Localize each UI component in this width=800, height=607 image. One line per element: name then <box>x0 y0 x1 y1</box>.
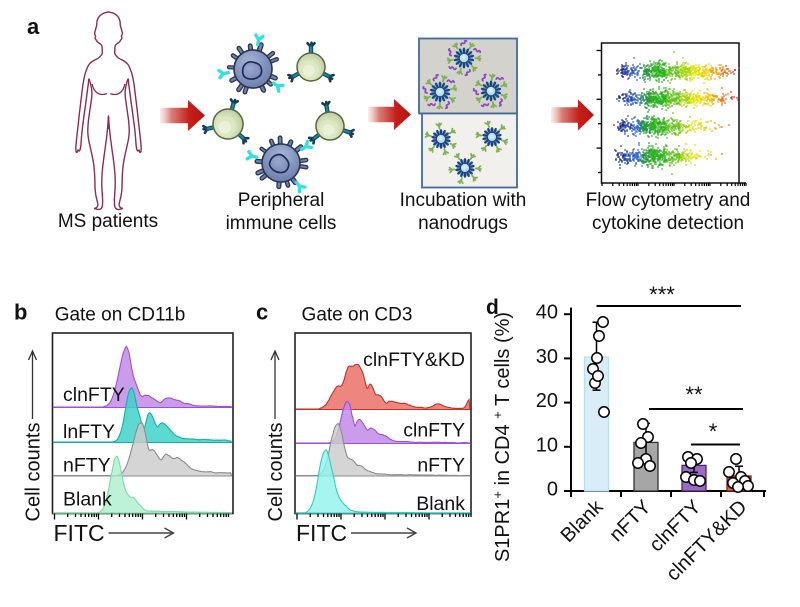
svg-text:clnFTY: clnFTY <box>63 384 125 406</box>
svg-text:nanodrugs: nanodrugs <box>418 213 508 234</box>
svg-text:a: a <box>27 14 40 39</box>
svg-text:Cell counts: Cell counts <box>265 423 287 522</box>
svg-text:FITC: FITC <box>296 520 347 546</box>
svg-text:Gate on CD11b: Gate on CD11b <box>55 305 186 326</box>
svg-text:c: c <box>256 300 268 325</box>
svg-text:nFTY: nFTY <box>417 455 465 477</box>
svg-text:immune cells: immune cells <box>226 213 337 234</box>
svg-text:Gate on CD3: Gate on CD3 <box>302 305 413 326</box>
svg-text:**: ** <box>685 382 703 407</box>
svg-text:clnFTY&KD: clnFTY&KD <box>363 349 465 371</box>
svg-text:d: d <box>486 296 499 319</box>
svg-text:Peripheral: Peripheral <box>238 190 325 211</box>
svg-text:20: 20 <box>536 390 558 412</box>
svg-text:30: 30 <box>536 346 558 368</box>
svg-text:Cell counts: Cell counts <box>23 423 45 522</box>
svg-text:FITC: FITC <box>54 520 105 546</box>
svg-text:clnFTY: clnFTY <box>403 420 465 442</box>
svg-text:Blank: Blank <box>557 495 609 547</box>
svg-text:40: 40 <box>536 302 558 324</box>
svg-text:Blank: Blank <box>416 493 465 515</box>
svg-text:b: b <box>14 300 27 325</box>
svg-text:MS patients: MS patients <box>58 211 158 232</box>
svg-text:Incubation with: Incubation with <box>400 190 527 211</box>
svg-text:0: 0 <box>547 479 558 501</box>
svg-text:nFTY: nFTY <box>63 455 111 477</box>
svg-text:S1PR1+ in CD4 + T cells (%): S1PR1+ in CD4 + T cells (%) <box>490 312 515 562</box>
svg-text:10: 10 <box>536 434 558 456</box>
svg-text:***: *** <box>649 282 675 307</box>
svg-text:Blank: Blank <box>63 489 112 511</box>
svg-text:lnFTY: lnFTY <box>63 421 115 443</box>
svg-text:cytokine detection: cytokine detection <box>592 213 744 234</box>
svg-text:*: * <box>709 419 718 444</box>
svg-text:Flow cytometry and: Flow cytometry and <box>586 190 751 211</box>
